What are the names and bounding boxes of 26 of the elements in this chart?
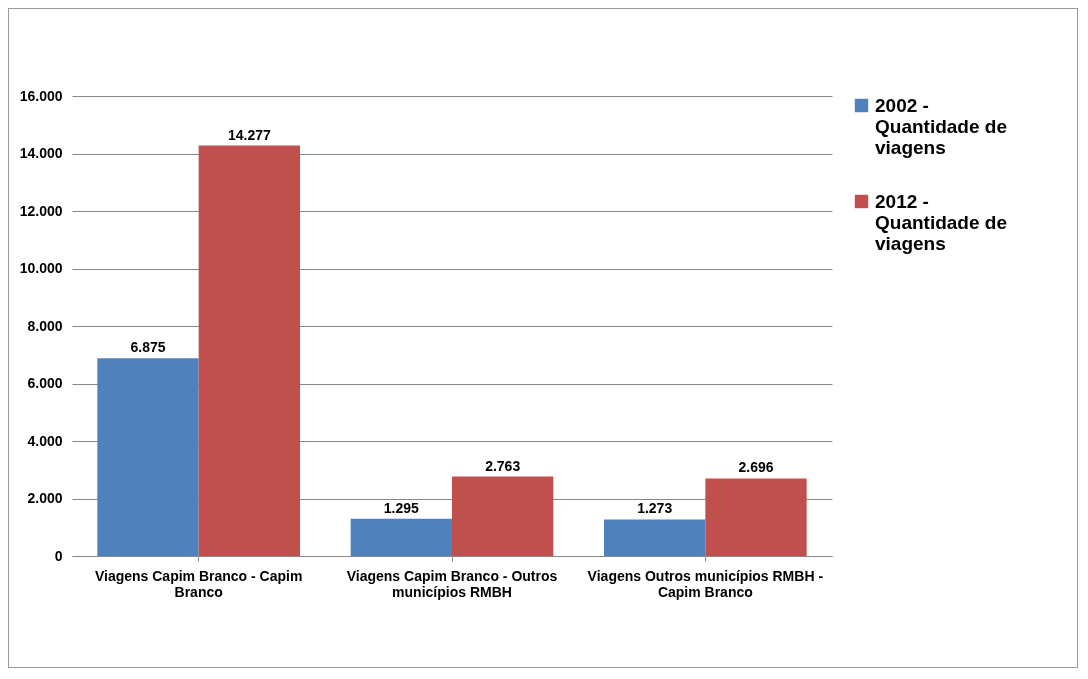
x-tick-label: Viagens Capim Branco - Outros municípios RMBH <box>346 567 558 600</box>
data-label: 1.295 <box>383 499 420 516</box>
x-tick-label: Viagens Outros municípios RMBH - Capim Branco <box>587 567 824 600</box>
data-label: 2.763 <box>485 457 521 474</box>
y-tick-label: 8.000 <box>27 317 63 334</box>
legend-label: 2012 - Quantidade de viagens <box>875 190 1007 254</box>
bar <box>452 476 554 556</box>
bar <box>97 358 199 556</box>
bar <box>350 518 452 556</box>
data-label: 6.875 <box>130 339 166 356</box>
bar <box>198 145 300 556</box>
data-label: 2.696 <box>738 459 774 476</box>
bar <box>705 478 807 556</box>
y-tick-label: 16.000 <box>19 87 63 104</box>
legend-label: 2002 - Quantidade de viagens <box>875 94 1007 158</box>
bar <box>604 519 706 556</box>
y-tick-label: 14.000 <box>19 145 63 161</box>
y-tick-label: 12.000 <box>19 202 63 219</box>
y-tick-label: 4.000 <box>27 432 63 449</box>
y-tick-label: 6.000 <box>27 375 63 391</box>
y-tick-label: 10.000 <box>19 260 63 276</box>
y-tick-label: 2.000 <box>27 490 63 506</box>
x-tick-label: Viagens Capim Branco - Capim Branco <box>94 567 303 600</box>
data-label: 1.273 <box>637 500 673 517</box>
y-tick-label: 0 <box>54 547 63 564</box>
data-label: 14.277 <box>227 126 271 143</box>
